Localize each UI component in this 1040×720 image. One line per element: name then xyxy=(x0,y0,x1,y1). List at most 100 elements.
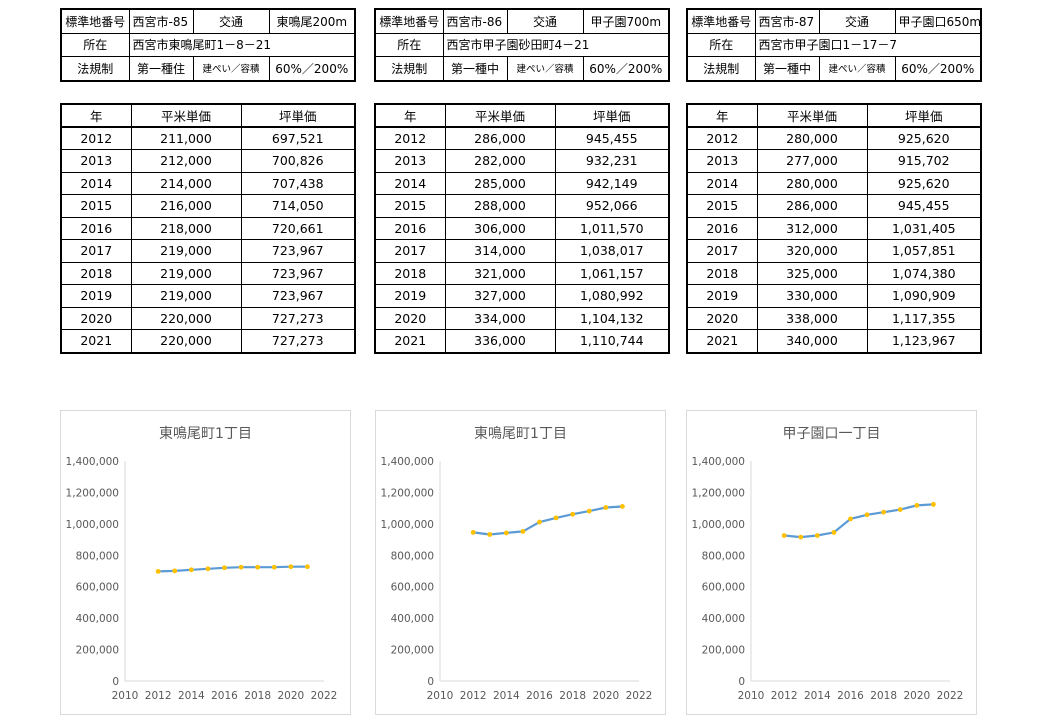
data-point xyxy=(520,528,526,534)
cell-tsubo-price: 723,967 xyxy=(240,239,356,263)
cell-tsubo-price: 945,455 xyxy=(554,126,670,150)
x-tick-label: 2012 xyxy=(771,690,798,702)
label-coverage-ratio: 建ぺい／容積 xyxy=(192,56,270,81)
y-tick-label: 0 xyxy=(738,676,745,688)
table-row: 2012 211,000 697,521 xyxy=(60,126,356,150)
cell-year: 2014 xyxy=(60,171,132,195)
x-tick-label: 2018 xyxy=(870,690,897,702)
cell-tsubo-price: 1,117,355 xyxy=(866,306,982,330)
cell-tsubo-price: 1,090,909 xyxy=(866,284,982,308)
x-tick-label: 2010 xyxy=(738,690,765,702)
col-header-year: 年 xyxy=(60,103,132,128)
label-coverage-ratio: 建ぺい／容積 xyxy=(818,56,896,81)
cell-year: 2014 xyxy=(686,171,758,195)
cell-year: 2019 xyxy=(686,284,758,308)
x-tick-label: 2010 xyxy=(427,690,454,702)
x-tick-label: 2020 xyxy=(592,690,619,702)
chart-title: 東鳴尾町1丁目 xyxy=(159,426,252,442)
table-row: 2020 334,000 1,104,132 xyxy=(374,306,670,330)
cell-unit-price: 277,000 xyxy=(756,149,868,173)
table-row: 2019 330,000 1,090,909 xyxy=(686,284,982,308)
cell-tsubo-price: 1,123,967 xyxy=(866,329,982,353)
info-row-regulation: 法規制 第一種住 建ぺい／容積 60%／200% xyxy=(60,56,356,81)
cell-tsubo-price: 697,521 xyxy=(240,126,356,150)
cell-year: 2012 xyxy=(60,126,132,150)
cell-tsubo-price: 1,110,744 xyxy=(554,329,670,353)
cell-year: 2016 xyxy=(686,216,758,240)
y-tick-label: 1,200,000 xyxy=(381,487,434,499)
info-row-id: 標準地番号 西宮市-86 交通 甲子園700m xyxy=(374,8,670,34)
y-tick-label: 200,000 xyxy=(702,645,745,657)
x-tick-label: 2016 xyxy=(211,690,238,702)
cell-year: 2020 xyxy=(686,306,758,330)
table-row: 2016 218,000 720,661 xyxy=(60,216,356,240)
cell-unit-price: 320,000 xyxy=(756,239,868,263)
data-point xyxy=(586,508,592,514)
x-tick-label: 2020 xyxy=(903,690,930,702)
cell-tsubo-price: 1,061,157 xyxy=(554,261,670,285)
y-tick-label: 1,000,000 xyxy=(66,519,119,531)
y-tick-label: 200,000 xyxy=(391,645,434,657)
cell-unit-price: 338,000 xyxy=(756,306,868,330)
label-regulation: 法規制 xyxy=(60,56,130,81)
cell-year: 2017 xyxy=(686,239,758,263)
standard-number: 西宮市-87 xyxy=(754,8,820,34)
data-point xyxy=(271,564,277,570)
data-point xyxy=(881,509,887,515)
x-tick-label: 2022 xyxy=(311,690,338,702)
table-row: 2013 277,000 915,702 xyxy=(686,149,982,173)
cell-unit-price: 286,000 xyxy=(756,194,868,218)
table-header-row: 年平米単価 坪単価 xyxy=(374,103,670,128)
price-table: 年平米単価 坪単価 2012 286,000 945,455 2013 282,000 932… xyxy=(374,102,670,354)
label-transport: 交通 xyxy=(192,8,270,34)
zoning: 第一種住 xyxy=(128,56,194,81)
standard-number: 西宮市-85 xyxy=(128,8,194,34)
table-row: 2020 338,000 1,117,355 xyxy=(686,306,982,330)
x-tick-label: 2010 xyxy=(112,690,139,702)
table-row: 2020 220,000 727,273 xyxy=(60,306,356,330)
cell-tsubo-price: 1,104,132 xyxy=(554,306,670,330)
cell-year: 2016 xyxy=(374,216,446,240)
cell-tsubo-price: 727,273 xyxy=(240,306,356,330)
cell-year: 2019 xyxy=(60,284,132,308)
cell-unit-price: 286,000 xyxy=(444,126,556,150)
label-regulation: 法規制 xyxy=(686,56,756,81)
table-row: 2015 288,000 952,066 xyxy=(374,194,670,218)
label-location: 所在 xyxy=(374,32,444,57)
data-point xyxy=(155,568,161,574)
table-row: 2015 216,000 714,050 xyxy=(60,194,356,218)
y-tick-label: 1,000,000 xyxy=(692,519,745,531)
land-block-87: 標準地番号 西宮市-87 交通 甲子園口650m 所在 西宮市甲子園口1－17－… xyxy=(686,8,982,354)
series-line xyxy=(158,565,308,573)
cell-year: 2020 xyxy=(60,306,132,330)
zoning: 第一種中 xyxy=(754,56,820,81)
series-line xyxy=(473,505,623,536)
line-chart: 甲子園口一丁目 0 200,000 400,000 600,000 800,000 1,00… xyxy=(692,426,964,702)
cell-year: 2012 xyxy=(374,126,446,150)
table-row: 2021 340,000 1,123,967 xyxy=(686,329,982,353)
cell-tsubo-price: 952,066 xyxy=(554,194,670,218)
table-row: 2017 219,000 723,967 xyxy=(60,239,356,263)
cell-year: 2014 xyxy=(374,171,446,195)
cell-year: 2020 xyxy=(374,306,446,330)
data-point xyxy=(603,505,609,510)
table-row: 2021 220,000 727,273 xyxy=(60,329,356,353)
info-row-id: 標準地番号 西宮市-87 交通 甲子園口650m xyxy=(686,8,982,34)
data-point xyxy=(238,564,244,570)
col-header-year: 年 xyxy=(686,103,758,128)
table-header-row: 年平米単価 坪単価 xyxy=(686,103,982,128)
location: 西宮市甲子園砂田町4－21 xyxy=(442,32,670,57)
cell-unit-price: 314,000 xyxy=(444,239,556,263)
y-tick-label: 1,400,000 xyxy=(381,456,434,468)
table-row: 2018 325,000 1,074,380 xyxy=(686,261,982,285)
table-row: 2015 286,000 945,455 xyxy=(686,194,982,218)
data-point xyxy=(848,516,853,522)
price-table: 年平米単価 坪単価 2012 280,000 925,620 2013 277,000 915… xyxy=(686,102,982,354)
x-tick-label: 2020 xyxy=(277,690,304,702)
cell-tsubo-price: 723,967 xyxy=(240,261,356,285)
data-point xyxy=(620,504,625,509)
x-tick-label: 2014 xyxy=(493,690,520,702)
coverage-ratio: 60%／200% xyxy=(894,56,982,81)
cell-tsubo-price: 1,057,851 xyxy=(866,239,982,263)
col-header-unit-price: 平米単価 xyxy=(444,103,556,128)
